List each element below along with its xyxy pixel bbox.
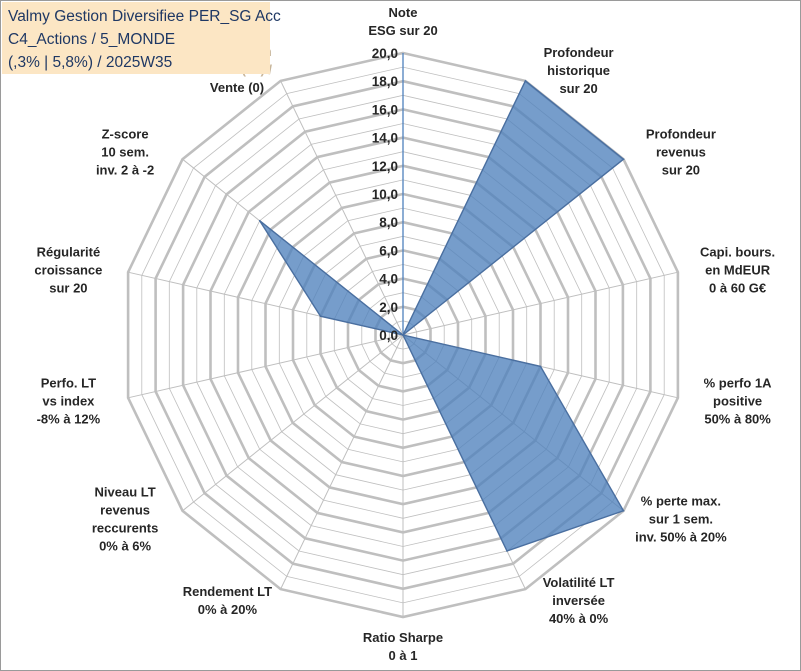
axis-label-line: Perfo. LT xyxy=(41,375,96,390)
axis-label: % perte max. sur 1 sem. inv. 50% à 20% xyxy=(635,493,727,544)
series-point xyxy=(524,80,527,82)
axis-label-line: sur 20 xyxy=(559,81,597,96)
tick-label: 18,0 xyxy=(372,74,398,89)
axis-label-line: vs index xyxy=(42,393,95,408)
axis-label-line: inversée xyxy=(552,593,605,608)
series-point xyxy=(319,315,322,318)
axis-label-line: 0 à 60 G€ xyxy=(709,281,766,296)
axis-label-line: positive xyxy=(713,393,762,408)
axis-label: Niveau LT revenus reccurents 0% à 6% xyxy=(92,484,158,553)
axis-label-line: en MdEUR xyxy=(705,263,771,278)
axis-label-line: 50% à 80% xyxy=(704,411,771,426)
axis-label: % perfo 1A positive 50% à 80% xyxy=(704,375,773,426)
axis-label-line: Note xyxy=(389,5,418,20)
axis-label: Profondeur historique sur 20 xyxy=(544,45,614,96)
axis-label: Perfo. LT vs index -8% à 12% xyxy=(37,375,101,426)
axis-label-line: Profondeur xyxy=(646,127,716,142)
tick-label: 2,0 xyxy=(379,300,398,315)
axis-label: Rendement LT 0% à 20% xyxy=(183,584,272,617)
axis-label-line: sur 1 sem. xyxy=(649,511,713,526)
chart-title-box: Valmy Gestion Diversifiee PER_SG Acc C4_… xyxy=(2,2,281,74)
axis-label-line: % perte max. xyxy=(641,493,721,508)
axis-label: Profondeur revenus sur 20 xyxy=(646,127,716,178)
axis-label-line: 0% à 20% xyxy=(198,602,258,617)
axis-label-line: historique xyxy=(547,63,610,78)
series-point xyxy=(506,550,508,552)
axis-label: Ratio Sharpe 0 à 1 xyxy=(363,630,443,663)
tick-label: 8,0 xyxy=(379,215,398,230)
axis-spoke xyxy=(402,271,679,336)
series-point xyxy=(622,510,625,512)
axis-label-line: Rendement LT xyxy=(183,584,272,599)
chart-title-line-2: C4_Actions / 5_MONDE xyxy=(8,31,176,48)
tick-label: 16,0 xyxy=(372,102,398,117)
radar-series xyxy=(258,79,625,552)
axis-label-line: Volatilité LT xyxy=(543,575,615,590)
axis-spoke xyxy=(280,334,404,590)
axis-label: Volatilité LT inversée 40% à 0% xyxy=(543,575,615,626)
series-point xyxy=(539,365,542,368)
tick-label: 10,0 xyxy=(372,187,398,202)
axis-label-line: sur 20 xyxy=(662,163,700,178)
axis-spoke xyxy=(280,80,404,336)
axis-spoke xyxy=(182,334,404,512)
axis-label-line: Ratio Sharpe xyxy=(363,630,443,645)
axis-label-line: reccurents xyxy=(92,520,158,535)
axis-label-line: revenus xyxy=(656,145,706,160)
axis-label-line: Vente (0) xyxy=(210,80,264,95)
axis-label-line: Capi. bours. xyxy=(700,245,775,260)
tick-label: 20,0 xyxy=(372,46,398,61)
series-point xyxy=(622,158,625,160)
axis-label-line: 0% à 6% xyxy=(99,538,151,553)
series-point xyxy=(258,219,261,222)
tick-label: 4,0 xyxy=(379,272,398,287)
radial-tick-labels: 0,0 2,0 4,0 6,0 8,0 10,0 12,0 14,0 16,0 18,0 20,0 xyxy=(372,46,398,343)
tick-label: 0,0 xyxy=(379,328,398,343)
axis-label-line: Niveau LT xyxy=(95,484,156,499)
chart-title-line-1: Valmy Gestion Diversifiee PER_SG Acc xyxy=(8,8,281,25)
axis-label-line: -8% à 12% xyxy=(37,411,101,426)
chart-title-line-3: (,3% | 5,8%) / 2025W35 xyxy=(8,54,173,71)
axis-label-line: inv. 50% à 20% xyxy=(635,529,727,544)
tick-label: 6,0 xyxy=(379,243,398,258)
axis-label: Capi. bours. en MdEUR 0 à 60 G€ xyxy=(700,245,775,296)
axis-label-line: 10 sem. xyxy=(101,145,149,160)
tick-label: 12,0 xyxy=(372,159,398,174)
axis-label-line: inv. 2 à -2 xyxy=(96,163,154,178)
axis-label-line: revenus xyxy=(100,502,150,517)
series-point xyxy=(402,334,404,336)
axis-label-line: sur 20 xyxy=(49,281,87,296)
axis-label-line: 0 à 1 xyxy=(389,648,418,663)
tick-label: 14,0 xyxy=(372,131,398,146)
axis-label: Régularité croissance sur 20 xyxy=(34,245,102,296)
axis-label: Note ESG sur 20 xyxy=(368,5,437,38)
axis-label: Z-score 10 sem. inv. 2 à -2 xyxy=(96,127,154,178)
axis-label-line: % perfo 1A xyxy=(704,375,773,390)
axis-label-line: Profondeur xyxy=(544,45,614,60)
axis-label-line: Régularité xyxy=(37,245,101,260)
axis-label-line: croissance xyxy=(34,263,102,278)
axis-label-line: Z-score xyxy=(102,127,149,142)
axis-spoke xyxy=(127,334,404,399)
axis-label-line: 40% à 0% xyxy=(549,611,609,626)
axis-label-line: ESG sur 20 xyxy=(368,23,437,38)
